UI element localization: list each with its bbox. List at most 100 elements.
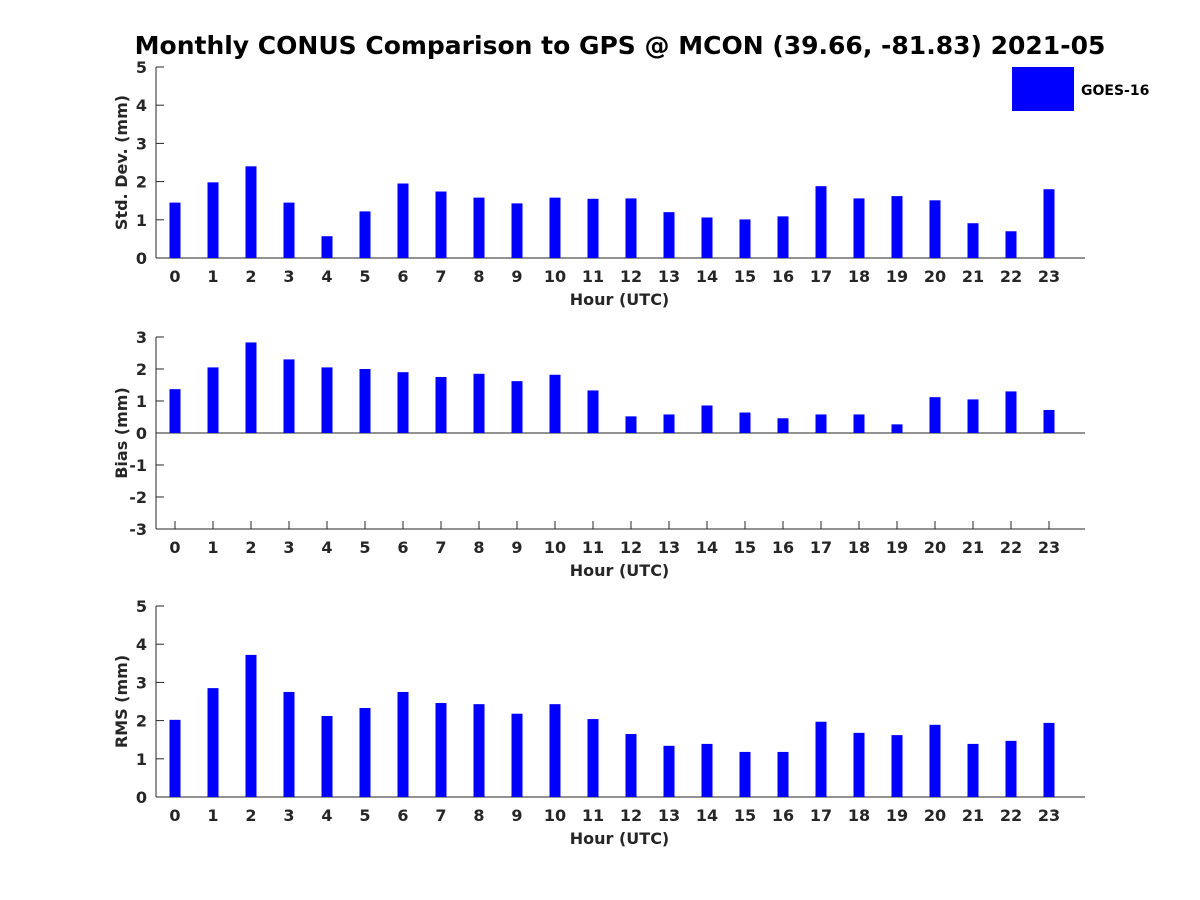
y-tick-label: 2	[136, 173, 147, 192]
y-tick-label: -1	[129, 456, 147, 475]
x-tick-label: 11	[582, 267, 604, 286]
x-tick-label: 13	[658, 538, 680, 557]
legend-label: GOES-16	[1081, 83, 1149, 99]
bar	[397, 372, 409, 433]
x-tick-label: 23	[1038, 538, 1060, 557]
bar	[473, 197, 485, 258]
y-tick-label: 3	[136, 328, 147, 347]
bar	[587, 198, 599, 258]
bar	[701, 405, 713, 433]
bar	[739, 412, 751, 433]
bar	[1005, 740, 1017, 797]
bar	[853, 198, 865, 258]
bar	[701, 217, 713, 258]
y-axis-label: Bias (mm)	[112, 387, 131, 479]
bar	[397, 691, 409, 797]
x-tick-label: 17	[810, 538, 832, 557]
x-tick-label: 19	[886, 538, 908, 557]
bar	[967, 223, 979, 258]
bar	[663, 414, 675, 433]
bar	[701, 743, 713, 797]
bar	[207, 367, 219, 433]
bar	[359, 369, 371, 433]
x-axis-label: Hour (UTC)	[570, 290, 670, 309]
y-tick-label: -3	[129, 520, 147, 539]
y-tick-label: 2	[136, 360, 147, 379]
x-tick-label: 18	[848, 538, 870, 557]
bar	[891, 196, 903, 258]
x-tick-label: 5	[359, 806, 370, 825]
bar	[1005, 391, 1017, 433]
bar	[891, 735, 903, 797]
x-tick-label: 18	[848, 806, 870, 825]
bar	[511, 203, 523, 258]
y-tick-label: 5	[136, 58, 147, 77]
bar	[587, 719, 599, 797]
x-tick-label: 6	[397, 538, 408, 557]
bar	[929, 724, 941, 797]
bar	[207, 688, 219, 797]
bar	[283, 359, 295, 433]
x-tick-label: 21	[962, 267, 984, 286]
bar	[815, 414, 827, 433]
x-tick-label: 7	[435, 806, 446, 825]
bar	[815, 186, 827, 258]
bar	[321, 236, 333, 258]
bar	[397, 183, 409, 258]
x-tick-label: 8	[473, 806, 484, 825]
bar	[587, 390, 599, 433]
bar	[1043, 189, 1055, 258]
bar	[967, 743, 979, 797]
bar	[1043, 722, 1055, 797]
x-tick-label: 7	[435, 538, 446, 557]
x-axis-label: Hour (UTC)	[570, 561, 670, 580]
bar	[245, 342, 257, 433]
x-tick-label: 16	[772, 538, 794, 557]
x-tick-label: 4	[321, 538, 332, 557]
x-tick-label: 3	[283, 806, 294, 825]
bar	[321, 716, 333, 797]
bar	[625, 198, 637, 258]
x-tick-label: 15	[734, 267, 756, 286]
x-axis-label: Hour (UTC)	[570, 829, 670, 848]
y-tick-label: 2	[136, 712, 147, 731]
y-tick-label: 4	[136, 96, 147, 115]
bar	[283, 691, 295, 797]
x-tick-label: 14	[696, 806, 718, 825]
x-tick-label: 8	[473, 267, 484, 286]
bar	[245, 166, 257, 258]
x-tick-label: 23	[1038, 806, 1060, 825]
x-tick-label: 9	[511, 806, 522, 825]
x-tick-label: 4	[321, 267, 332, 286]
bar	[169, 389, 181, 433]
bar	[625, 416, 637, 433]
x-tick-label: 21	[962, 538, 984, 557]
bar	[435, 377, 447, 433]
bar	[169, 202, 181, 258]
bar	[929, 200, 941, 258]
x-tick-label: 12	[620, 538, 642, 557]
x-tick-label: 2	[245, 267, 256, 286]
x-tick-label: 1	[207, 806, 218, 825]
y-tick-label: 5	[136, 597, 147, 616]
x-tick-label: 6	[397, 267, 408, 286]
x-tick-label: 8	[473, 538, 484, 557]
y-tick-label: 1	[136, 211, 147, 230]
bar	[321, 367, 333, 433]
x-tick-label: 10	[544, 806, 566, 825]
y-tick-label: 0	[136, 249, 147, 268]
x-tick-label: 4	[321, 806, 332, 825]
bar	[625, 733, 637, 797]
bar	[549, 197, 561, 258]
bar	[891, 424, 903, 433]
x-tick-label: 15	[734, 538, 756, 557]
x-tick-label: 22	[1000, 538, 1022, 557]
x-tick-label: 9	[511, 267, 522, 286]
bar	[549, 704, 561, 797]
x-tick-label: 2	[245, 538, 256, 557]
bar	[245, 654, 257, 797]
x-tick-label: 5	[359, 538, 370, 557]
